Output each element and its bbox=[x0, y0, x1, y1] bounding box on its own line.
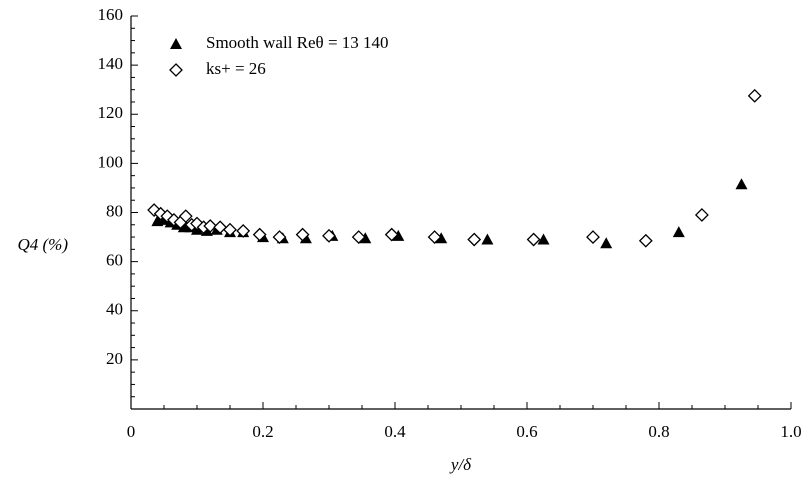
data-point-diamond bbox=[295, 227, 310, 242]
x-tick-label: 0.2 bbox=[252, 422, 273, 441]
data-point-diamond bbox=[213, 220, 228, 235]
series-smooth-wall bbox=[151, 178, 748, 249]
data-point-diamond bbox=[526, 232, 541, 247]
legend-marker-rough bbox=[169, 63, 183, 77]
axis-ticks: 20 40 60 80 100 120 140 160 0 0.2 0.4 0.6 0.8 1.0 bbox=[98, 5, 802, 441]
data-point-diamond bbox=[223, 222, 237, 237]
data-point-diamond bbox=[272, 230, 287, 244]
y-axis-title: Q4 (%) bbox=[17, 235, 68, 254]
y-tick-label: 80 bbox=[106, 201, 123, 220]
x-tick-label: 1.0 bbox=[780, 422, 801, 441]
data-point-triangle bbox=[435, 232, 448, 244]
data-point-triangle bbox=[735, 178, 748, 190]
data-point-diamond bbox=[747, 88, 762, 103]
x-tick-label: 0 bbox=[127, 422, 136, 441]
data-point-triangle bbox=[537, 233, 550, 245]
legend: Smooth wall Reθ = 13 140 ks+ = 26 bbox=[169, 33, 389, 78]
legend-marker-smooth-wall bbox=[170, 38, 182, 49]
data-point-diamond bbox=[586, 230, 600, 244]
y-tick-label: 60 bbox=[106, 251, 123, 270]
data-point-diamond bbox=[384, 227, 399, 242]
y-tick-label: 40 bbox=[106, 300, 123, 319]
data-point-diamond bbox=[467, 232, 482, 247]
data-point-triangle bbox=[600, 237, 613, 249]
data-point-diamond bbox=[638, 233, 653, 248]
x-axis-title: y/δ bbox=[449, 455, 472, 474]
data-point-triangle bbox=[481, 233, 494, 245]
data-point-triangle bbox=[359, 232, 372, 244]
data-point-triangle bbox=[672, 226, 685, 238]
series-rough-wall bbox=[147, 88, 762, 248]
data-point-diamond bbox=[178, 209, 193, 224]
data-point-diamond bbox=[322, 228, 336, 243]
x-tick-label: 0.8 bbox=[648, 422, 669, 441]
legend-label-smooth-wall: Smooth wall Reθ = 13 140 bbox=[206, 33, 389, 52]
y-tick-label: 140 bbox=[98, 54, 124, 73]
x-tick-label: 0.6 bbox=[516, 422, 537, 441]
data-point-diamond bbox=[351, 230, 366, 244]
data-point-diamond bbox=[694, 208, 709, 222]
y-tick-label: 160 bbox=[98, 5, 124, 24]
y-tick-label: 120 bbox=[98, 103, 124, 122]
data-point-diamond bbox=[427, 230, 442, 244]
data-point-diamond bbox=[203, 219, 218, 233]
data-points bbox=[147, 88, 762, 249]
y-tick-label: 100 bbox=[98, 152, 124, 171]
data-point-diamond bbox=[252, 227, 267, 242]
legend-label-rough: ks+ = 26 bbox=[206, 59, 266, 78]
y-tick-label: 20 bbox=[106, 349, 123, 368]
data-point-triangle bbox=[392, 229, 405, 241]
data-point-diamond bbox=[236, 224, 251, 238]
x-tick-label: 0.4 bbox=[384, 422, 406, 441]
